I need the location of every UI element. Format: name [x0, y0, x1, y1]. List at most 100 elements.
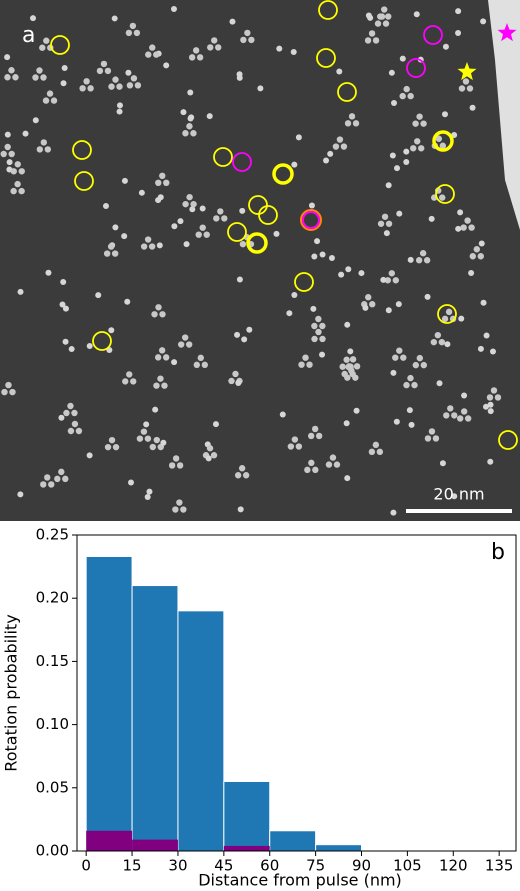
- adsorbate: [312, 466, 319, 474]
- adsorbate: [468, 270, 475, 277]
- adsorbate: [111, 15, 118, 22]
- adsorbate: [116, 83, 123, 90]
- adsorbate: [186, 123, 193, 130]
- adsorbate: [50, 97, 58, 104]
- adsorbate: [395, 301, 402, 308]
- adsorbate: [170, 6, 177, 13]
- adsorbate: [149, 443, 156, 451]
- adsorbate: [424, 293, 431, 300]
- adsorbate: [487, 408, 494, 415]
- adsorbate: [154, 354, 162, 361]
- x-tick-label: 15: [123, 857, 142, 875]
- yellow-circle: [437, 304, 457, 324]
- adsorbate: [389, 152, 396, 159]
- adsorbate: [344, 475, 351, 482]
- adsorbate: [100, 60, 108, 68]
- adsorbate: [236, 74, 243, 81]
- adsorbate: [144, 435, 152, 442]
- adsorbate: [349, 356, 357, 363]
- adsorbate: [390, 369, 397, 376]
- adsorbate: [234, 331, 241, 338]
- adsorbate: [407, 256, 414, 263]
- adsorbate: [477, 345, 484, 352]
- adsorbate: [129, 22, 137, 30]
- adsorbate: [188, 54, 196, 61]
- yellow-circle: [318, 0, 338, 20]
- adsorbate: [414, 138, 421, 145]
- adsorbate: [435, 135, 443, 142]
- bar: [131, 585, 179, 852]
- bar: [223, 780, 271, 852]
- adsorbate: [199, 224, 206, 231]
- bar: [315, 844, 363, 852]
- adsorbate: [478, 240, 485, 247]
- adsorbate: [32, 74, 39, 81]
- adsorbate: [240, 36, 247, 44]
- adsorbate: [104, 443, 112, 451]
- adsorbate: [239, 240, 247, 248]
- bar: [177, 610, 225, 852]
- adsorbate: [304, 466, 311, 474]
- adsorbate: [17, 288, 24, 295]
- adsorbate: [368, 448, 376, 456]
- adsorbate: [394, 165, 401, 172]
- adsorbate: [134, 82, 142, 89]
- adsorbate: [385, 13, 392, 20]
- adsorbate: [60, 80, 67, 87]
- markers: [50, 0, 518, 450]
- magenta-circle: [232, 152, 252, 172]
- yellow-circle: [498, 430, 518, 450]
- x-tick-label: 120: [439, 857, 468, 875]
- adsorbate: [87, 85, 94, 92]
- adsorbate: [9, 388, 16, 396]
- adsorbate: [336, 136, 344, 143]
- adsorbate: [149, 44, 156, 51]
- adsorbate: [345, 266, 352, 273]
- yellow-circle: [74, 171, 94, 191]
- adsorbate: [494, 394, 502, 401]
- adsorbate: [480, 299, 487, 306]
- adsorbate: [130, 75, 138, 82]
- adsorbate: [438, 338, 446, 346]
- adsorbate: [4, 143, 11, 151]
- yellow-circle: [92, 331, 112, 351]
- adsorbate: [364, 37, 372, 44]
- adsorbate: [234, 472, 242, 479]
- adsorbate: [458, 85, 466, 92]
- adsorbate: [460, 408, 468, 415]
- y-tick-label: 0.00: [36, 842, 69, 860]
- adsorbate: [380, 276, 387, 283]
- adsorbate: [215, 44, 222, 51]
- adsorbate: [286, 310, 293, 317]
- adsorbate: [468, 224, 475, 231]
- adsorbate: [439, 142, 447, 149]
- adsorbate: [353, 407, 360, 414]
- adsorbate: [61, 64, 68, 71]
- adsorbate: [276, 45, 283, 52]
- adsorbate: [172, 455, 180, 462]
- adsorbate: [257, 85, 264, 92]
- adsorbate: [295, 443, 303, 450]
- adsorbate: [71, 409, 78, 417]
- adsorbate: [107, 243, 115, 250]
- adsorbate: [315, 432, 323, 440]
- adsorbate: [95, 292, 102, 299]
- adsorbate: [416, 113, 423, 120]
- yellow-circle-bold: [432, 130, 454, 152]
- adsorbate: [229, 18, 236, 25]
- adsorbate: [112, 76, 119, 83]
- adsorbate: [439, 460, 446, 467]
- adsorbate: [436, 380, 443, 387]
- adsorbate: [36, 67, 43, 74]
- adsorbate: [362, 304, 369, 311]
- adsorbate: [358, 270, 365, 277]
- adsorbate: [310, 305, 317, 312]
- y-tick-label: 0.15: [36, 652, 69, 670]
- adsorbate: [152, 406, 159, 413]
- adsorbate: [12, 74, 19, 81]
- adsorbate: [329, 454, 337, 461]
- adsorbate: [86, 452, 93, 459]
- adsorbate: [205, 455, 212, 462]
- adsorbate: [187, 89, 194, 96]
